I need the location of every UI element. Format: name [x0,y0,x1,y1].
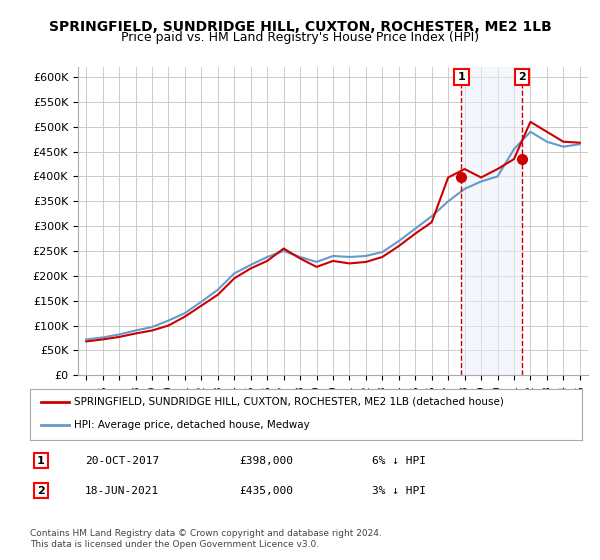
Text: £435,000: £435,000 [240,486,294,496]
Text: 3% ↓ HPI: 3% ↓ HPI [372,486,426,496]
Text: £398,000: £398,000 [240,456,294,465]
Text: SPRINGFIELD, SUNDRIDGE HILL, CUXTON, ROCHESTER, ME2 1LB (detached house): SPRINGFIELD, SUNDRIDGE HILL, CUXTON, ROC… [74,397,504,407]
Bar [461,67,522,375]
Text: 1: 1 [37,456,45,465]
Text: 6% ↓ HPI: 6% ↓ HPI [372,456,426,465]
Text: 2: 2 [37,486,45,496]
Text: SPRINGFIELD, SUNDRIDGE HILL, CUXTON, ROCHESTER, ME2 1LB: SPRINGFIELD, SUNDRIDGE HILL, CUXTON, ROC… [49,20,551,34]
Text: This data is licensed under the Open Government Licence v3.0.: This data is licensed under the Open Gov… [30,540,319,549]
Text: 20-OCT-2017: 20-OCT-2017 [85,456,160,465]
Text: Contains HM Land Registry data © Crown copyright and database right 2024.: Contains HM Land Registry data © Crown c… [30,529,382,538]
Text: 1: 1 [457,72,465,82]
Text: HPI: Average price, detached house, Medway: HPI: Average price, detached house, Medw… [74,421,310,431]
Text: 18-JUN-2021: 18-JUN-2021 [85,486,160,496]
Text: Price paid vs. HM Land Registry's House Price Index (HPI): Price paid vs. HM Land Registry's House … [121,31,479,44]
Text: 2: 2 [518,72,526,82]
